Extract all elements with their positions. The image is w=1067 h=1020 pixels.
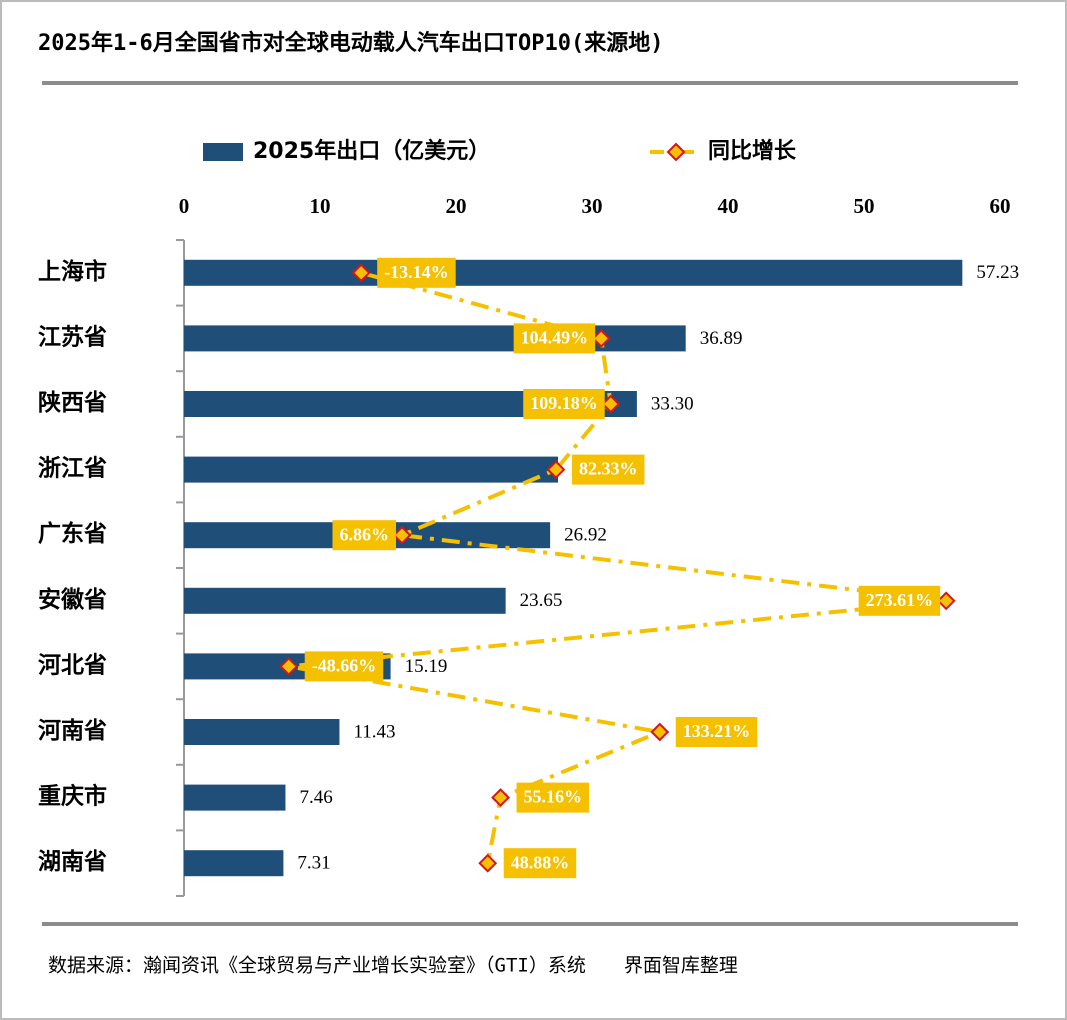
bar — [184, 587, 506, 614]
value-label: 11.43 — [353, 721, 395, 742]
growth-marker — [601, 394, 621, 414]
y-tick-label: 湖南省 — [38, 848, 107, 875]
growth-label: 109.18% — [530, 393, 598, 413]
growth-label-bg — [513, 323, 596, 354]
growth-label-bg — [516, 782, 590, 813]
y-tick-label: 浙江省 — [38, 455, 107, 482]
y-tick-label: 江苏省 — [38, 323, 107, 350]
growth-label-bg — [571, 454, 645, 485]
growth-label-bg — [332, 520, 396, 551]
bar — [184, 259, 963, 286]
growth-label-bg — [523, 389, 605, 419]
legend-label: 同比增长 — [708, 138, 797, 164]
legend-label: 2025年出口（亿美元） — [253, 138, 490, 164]
y-tick-label: 重庆市 — [38, 783, 107, 810]
legend-marker — [666, 142, 686, 162]
bar — [184, 719, 340, 745]
legend-swatch — [203, 143, 243, 161]
growth-marker — [478, 853, 498, 873]
growth-label: 104.49% — [521, 328, 589, 348]
growth-label: -13.14% — [384, 262, 449, 282]
x-tick-label: 0 — [179, 194, 190, 218]
growth-marker — [351, 263, 371, 283]
x-tick-label: 20 — [446, 194, 467, 218]
value-label: 33.30 — [651, 393, 694, 414]
growth-marker — [650, 722, 670, 742]
growth-label-bg — [675, 717, 758, 747]
y-tick-label: 上海市 — [38, 258, 107, 285]
growth-marker — [491, 788, 510, 808]
growth-label: -48.66% — [312, 656, 377, 676]
growth-label-bg — [304, 651, 384, 682]
growth-line — [288, 270, 947, 864]
x-tick-label: 30 — [582, 194, 603, 218]
value-label: 7.46 — [299, 787, 332, 808]
growth-label: 55.16% — [524, 787, 583, 807]
bar — [184, 456, 558, 483]
growth-label: 6.86% — [339, 524, 389, 544]
x-tick-label: 50 — [854, 194, 875, 218]
growth-label: 48.88% — [511, 852, 570, 872]
value-label: 15.19 — [405, 656, 448, 677]
value-label: 36.89 — [700, 328, 743, 349]
growth-marker — [591, 328, 611, 348]
value-label: 26.92 — [564, 525, 607, 546]
y-tick-label: 河南省 — [38, 717, 107, 744]
growth-marker — [546, 460, 566, 480]
bar — [184, 850, 284, 877]
growth-marker — [279, 656, 299, 676]
growth-marker — [936, 591, 956, 611]
source: 数据来源：瀚闻资讯《全球贸易与产业增长实验室》（GTI）系统 界面智库整理 — [48, 955, 738, 977]
y-tick-label: 广东省 — [38, 520, 107, 547]
x-tick-label: 60 — [990, 194, 1011, 218]
chart-title: 2025年1-6月全国省市对全球电动载人汽车出口TOP10(来源地) — [38, 30, 663, 56]
y-tick-label: 安徽省 — [38, 586, 107, 613]
x-tick-label: 10 — [310, 194, 331, 218]
value-label: 57.23 — [976, 262, 1019, 283]
bar — [184, 784, 286, 811]
y-tick-label: 河北省 — [38, 651, 107, 678]
value-label: 23.65 — [520, 590, 563, 611]
growth-marker — [392, 525, 412, 545]
growth-label: 82.33% — [579, 459, 638, 479]
growth-label: 133.21% — [683, 721, 751, 741]
growth-label-bg — [377, 257, 456, 288]
growth-label: 273.61% — [866, 590, 934, 610]
value-label: 7.31 — [297, 853, 330, 874]
y-tick-label: 陕西省 — [38, 389, 107, 416]
growth-label-bg — [858, 585, 941, 616]
x-tick-label: 40 — [718, 194, 739, 218]
growth-label-bg — [503, 848, 577, 879]
